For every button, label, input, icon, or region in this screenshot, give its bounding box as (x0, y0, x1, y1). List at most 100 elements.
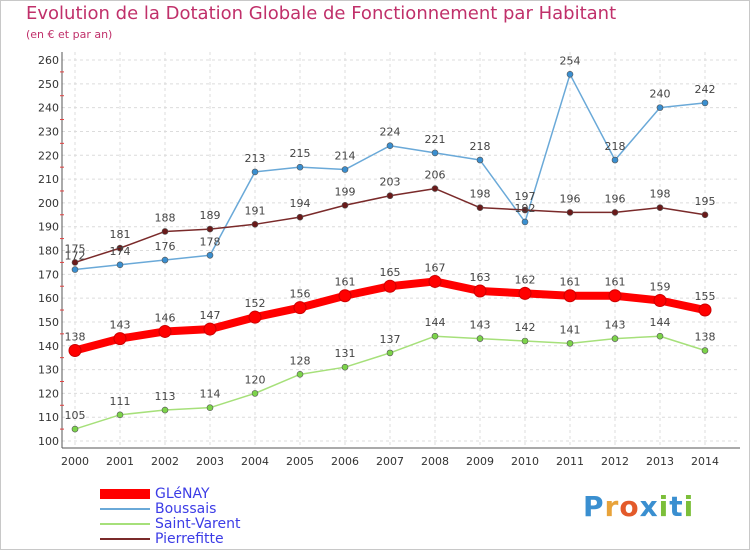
axes: 100 110 120 130 140 150 160 170 180 190 200 210 220 2… (38, 52, 740, 468)
data-point (431, 149, 439, 157)
x-tick-label: 2001 (106, 455, 134, 468)
data-label: 128 (290, 354, 311, 367)
data-label: 165 (380, 266, 401, 279)
legend-swatch (100, 523, 150, 525)
data-point (71, 266, 79, 273)
data-point (341, 166, 349, 173)
legend-label: Boussais (155, 501, 217, 517)
data-point (206, 225, 214, 233)
data-point (608, 289, 622, 303)
data-label: 143 (605, 319, 626, 332)
data-label: 159 (650, 281, 671, 294)
x-tick-label: 2011 (556, 455, 584, 468)
series-lines (68, 70, 712, 433)
data-label: 206 (425, 169, 446, 182)
data-point (611, 156, 619, 164)
y-tick-label: 170 (38, 268, 59, 281)
logo-letter: o (619, 490, 640, 523)
data-point (116, 411, 124, 419)
data-label: 196 (560, 192, 581, 205)
data-point (476, 335, 484, 342)
data-point (476, 156, 484, 164)
x-tick-label: 2009 (466, 455, 494, 468)
proxiti-logo: Proxiti (583, 490, 694, 523)
data-point (611, 335, 619, 342)
data-point (341, 201, 349, 209)
data-label: 138 (695, 331, 716, 344)
data-point (566, 340, 574, 347)
data-label: 161 (605, 276, 626, 289)
legend-item: Boussais (100, 501, 216, 517)
data-point (518, 286, 532, 300)
y-tick-label: 260 (38, 54, 59, 67)
data-point (698, 303, 712, 317)
x-tick-label: 2012 (601, 455, 629, 468)
logo-letter: i (683, 490, 695, 523)
data-label: 240 (650, 88, 671, 101)
data-point (116, 261, 124, 269)
x-tick-label: 2008 (421, 455, 449, 468)
legend-swatch (100, 538, 150, 540)
data-point (566, 209, 574, 216)
data-point (338, 289, 352, 303)
data-point (158, 324, 172, 338)
data-label: 155 (695, 290, 716, 303)
x-tick-label: 2007 (376, 455, 404, 468)
data-point (116, 244, 124, 252)
data-point (566, 70, 574, 78)
y-tick-label: 200 (38, 197, 59, 210)
data-point (71, 425, 79, 433)
data-point (251, 390, 259, 397)
data-point (473, 284, 487, 298)
data-label: 224 (380, 126, 401, 139)
data-label: 172 (65, 250, 86, 263)
data-label: 199 (335, 185, 356, 198)
data-label: 181 (110, 228, 131, 241)
data-label: 197 (515, 190, 536, 203)
x-tick-label: 2002 (151, 455, 179, 468)
data-point (656, 104, 664, 111)
x-tick-label: 2003 (196, 455, 224, 468)
data-point (386, 192, 394, 200)
y-tick-label: 240 (38, 102, 59, 115)
legend-label: GLéNAY (155, 486, 210, 502)
data-label: 163 (470, 271, 491, 284)
chart-title: Evolution de la Dotation Globale de Fonc… (26, 3, 617, 24)
y-tick-label: 230 (38, 125, 59, 138)
y-tick-label: 210 (38, 173, 59, 186)
data-label: 218 (605, 140, 626, 153)
y-tick-label: 220 (38, 149, 59, 162)
chart-subtitle: (en € et par an) (26, 28, 113, 41)
data-point (521, 206, 529, 214)
data-label: 221 (425, 133, 446, 146)
data-label: 131 (335, 347, 356, 360)
x-tick-label: 2004 (241, 455, 269, 468)
data-label: 143 (110, 319, 131, 332)
data-label: 105 (65, 409, 86, 422)
data-point (161, 256, 169, 264)
data-point (386, 349, 394, 357)
data-point (386, 142, 394, 150)
data-point (203, 322, 217, 336)
data-label: 192 (515, 202, 536, 215)
logo-letter: i (658, 490, 670, 523)
logo-letter: r (604, 490, 620, 523)
data-point (113, 332, 127, 346)
data-point (71, 259, 79, 266)
data-point (701, 211, 709, 219)
data-point (293, 301, 307, 315)
data-point (701, 347, 709, 354)
legend-swatch (100, 508, 150, 510)
data-point (431, 332, 439, 340)
data-label: 143 (470, 319, 491, 332)
data-point (341, 363, 349, 371)
data-point (521, 337, 529, 345)
data-label: 156 (290, 288, 311, 301)
data-label: 152 (245, 297, 266, 310)
y-tick-label: 140 (38, 340, 59, 353)
data-label: 174 (110, 245, 131, 258)
x-tick-label: 2014 (691, 455, 719, 468)
data-point (296, 163, 304, 171)
data-point (656, 332, 664, 340)
